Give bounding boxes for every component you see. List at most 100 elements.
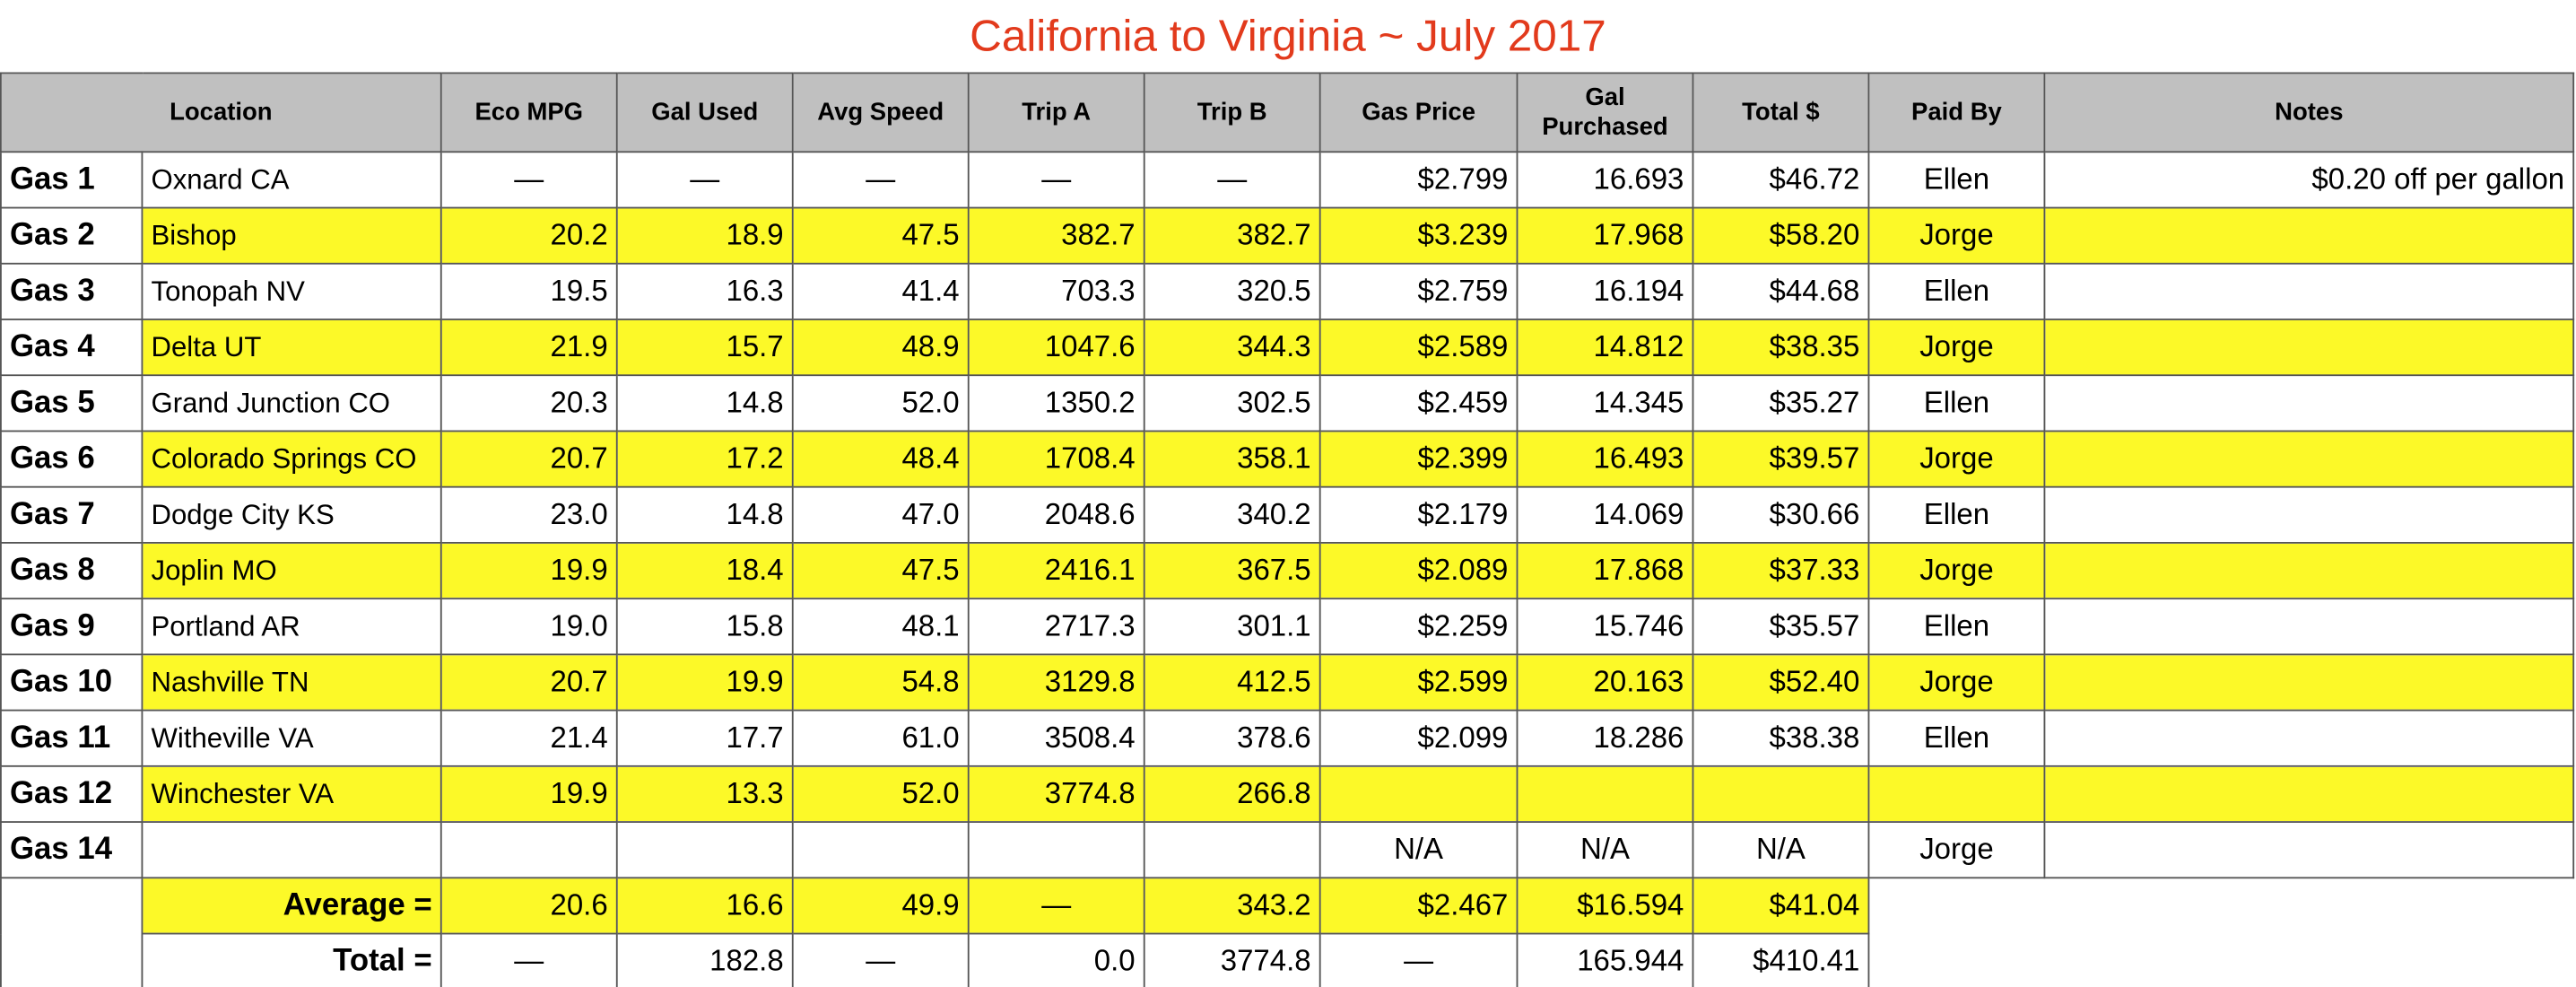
cell: 367.5 bbox=[1143, 541, 1321, 600]
cell: — bbox=[1318, 932, 1519, 987]
cell: Ellen bbox=[1867, 598, 2046, 656]
cell bbox=[967, 821, 1145, 879]
cell: — bbox=[615, 151, 794, 209]
column-header: Eco MPG bbox=[439, 72, 618, 153]
cell: 14.812 bbox=[1516, 319, 1694, 377]
cell bbox=[2043, 709, 2575, 767]
cell bbox=[2043, 541, 2575, 600]
cell: 18.4 bbox=[615, 541, 794, 600]
cell: 20.2 bbox=[439, 206, 618, 265]
cell: 340.2 bbox=[1143, 485, 1321, 544]
row-label: Gas 1 bbox=[0, 151, 144, 209]
cell: Witheville VA bbox=[141, 709, 442, 767]
cell: $2.089 bbox=[1318, 541, 1519, 600]
cell: $2.589 bbox=[1318, 319, 1519, 377]
cell: Dodge City KS bbox=[141, 485, 442, 544]
cell: $39.57 bbox=[1692, 430, 1870, 488]
cell: $0.20 off per gallon bbox=[2043, 151, 2575, 209]
cell: Joplin MO bbox=[141, 541, 442, 600]
header-row: Location Eco MPG Gal Used Avg Speed Trip A Tr… bbox=[0, 72, 2575, 153]
row-label: Gas 5 bbox=[0, 374, 144, 432]
cell: 17.968 bbox=[1516, 206, 1694, 265]
cell bbox=[1516, 764, 1694, 823]
cell bbox=[615, 821, 794, 879]
fuel-table: Location Eco MPG Gal Used Avg Speed Trip A Tr… bbox=[0, 72, 2575, 987]
row-label: Gas 8 bbox=[0, 541, 144, 600]
blank bbox=[1867, 933, 2574, 987]
cell: $35.27 bbox=[1692, 374, 1870, 432]
column-header: Gal Used bbox=[615, 72, 794, 153]
data-row: Gas 10 Nashville TN 20.7 19.9 54.8 3129.8 412.… bbox=[0, 653, 2575, 712]
row-label: Gas 4 bbox=[0, 319, 144, 377]
cell: 19.9 bbox=[439, 764, 618, 823]
cell bbox=[439, 821, 618, 879]
cell: $44.68 bbox=[1692, 262, 1870, 320]
cell bbox=[141, 821, 442, 879]
row-label: Gas 6 bbox=[0, 430, 144, 488]
cell: $2.467 bbox=[1318, 877, 1519, 935]
cell: — bbox=[439, 151, 618, 209]
row-label: Gas 12 bbox=[0, 764, 144, 823]
column-header: Trip B bbox=[1143, 72, 1321, 153]
cell: 54.8 bbox=[791, 653, 970, 712]
cell: $2.599 bbox=[1318, 653, 1519, 712]
cell: Jorge bbox=[1867, 653, 2046, 712]
cell: 48.1 bbox=[791, 598, 970, 656]
cell: — bbox=[439, 932, 618, 987]
cell: $16.594 bbox=[1516, 877, 1694, 935]
cell bbox=[791, 821, 970, 879]
data-row: Gas 9 Portland AR 19.0 15.8 48.1 2717.3 301.1 $… bbox=[0, 598, 2575, 656]
cell: 14.069 bbox=[1516, 485, 1694, 544]
data-row: Gas 11 Witheville VA 21.4 17.7 61.0 3508.4 378… bbox=[0, 709, 2575, 767]
cell: 343.2 bbox=[1143, 877, 1321, 935]
cell: Jorge bbox=[1867, 541, 2046, 600]
column-header: Gal Purchased bbox=[1516, 72, 1694, 153]
cell bbox=[1143, 821, 1321, 879]
cell: 14.8 bbox=[615, 485, 794, 544]
cell: 21.9 bbox=[439, 319, 618, 377]
cell bbox=[2043, 821, 2575, 879]
cell: 14.8 bbox=[615, 374, 794, 432]
cell: 2048.6 bbox=[967, 485, 1145, 544]
cell: 382.7 bbox=[1143, 206, 1321, 265]
cell: 17.2 bbox=[615, 430, 794, 488]
cell: — bbox=[1143, 151, 1321, 209]
cell: $37.33 bbox=[1692, 541, 1870, 600]
row-label: Gas 7 bbox=[0, 485, 144, 544]
cell: $38.35 bbox=[1692, 319, 1870, 377]
cell: $2.459 bbox=[1318, 374, 1519, 432]
data-row: Gas 5 Grand Junction CO 20.3 14.8 52.0 1350.2… bbox=[0, 374, 2575, 432]
cell: $2.099 bbox=[1318, 709, 1519, 767]
cell: 20.7 bbox=[439, 653, 618, 712]
cell: 302.5 bbox=[1143, 374, 1321, 432]
data-row: Gas 8 Joplin MO 19.9 18.4 47.5 2416.1 367.5 $2.… bbox=[0, 541, 2575, 600]
cell: $52.40 bbox=[1692, 653, 1870, 712]
cell bbox=[2043, 319, 2575, 377]
cell: Bishop bbox=[141, 206, 442, 265]
cell: 20.3 bbox=[439, 374, 618, 432]
cell: 320.5 bbox=[1143, 262, 1321, 320]
cell: Colorado Springs CO bbox=[141, 430, 442, 488]
data-row: Gas 12 Winchester VA 19.9 13.3 52.0 3774.8 266… bbox=[0, 764, 2575, 823]
cell: Oxnard CA bbox=[141, 151, 442, 209]
row-label: Gas 2 bbox=[0, 206, 144, 265]
cell bbox=[2043, 764, 2575, 823]
column-header: Avg Speed bbox=[791, 72, 970, 153]
cell: 49.9 bbox=[791, 877, 970, 935]
cell: 17.7 bbox=[615, 709, 794, 767]
cell: Winchester VA bbox=[141, 764, 442, 823]
cell: 0.0 bbox=[967, 932, 1145, 987]
cell: $410.41 bbox=[1692, 932, 1870, 987]
cell: 412.5 bbox=[1143, 653, 1321, 712]
cell: 61.0 bbox=[791, 709, 970, 767]
cell: Jorge bbox=[1867, 821, 2046, 879]
cell: 2717.3 bbox=[967, 598, 1145, 656]
cell: 382.7 bbox=[967, 206, 1145, 265]
summary-row: Total = —182.8—0.0 3774.8—165.944 $410.41 bbox=[1, 932, 2574, 987]
cell: Nashville TN bbox=[141, 653, 442, 712]
cell: 52.0 bbox=[791, 374, 970, 432]
cell: 19.5 bbox=[439, 262, 618, 320]
data-row: Gas 3 Tonopah NV 19.5 16.3 41.4 703.3 320.5 $2.… bbox=[0, 262, 2575, 320]
column-header: Trip A bbox=[967, 72, 1145, 153]
